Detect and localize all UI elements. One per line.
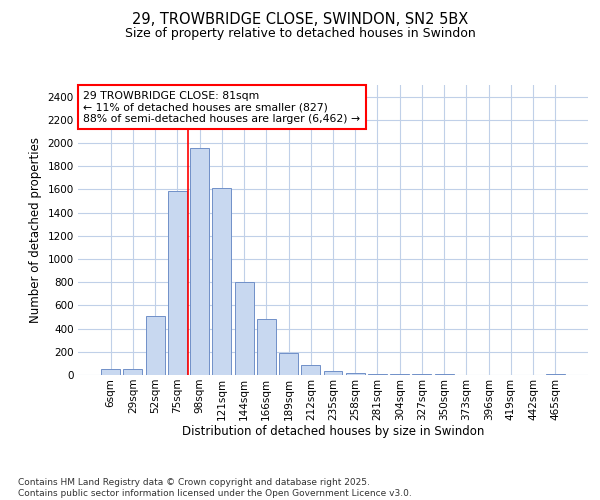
Bar xyxy=(212,188,231,375)
Bar xyxy=(323,371,343,375)
Y-axis label: Number of detached properties: Number of detached properties xyxy=(29,137,42,323)
Text: 29 TROWBRIDGE CLOSE: 81sqm
← 11% of detached houses are smaller (827)
88% of sem: 29 TROWBRIDGE CLOSE: 81sqm ← 11% of deta… xyxy=(83,91,360,124)
Text: 29, TROWBRIDGE CLOSE, SWINDON, SN2 5BX: 29, TROWBRIDGE CLOSE, SWINDON, SN2 5BX xyxy=(132,12,468,28)
Bar xyxy=(435,374,454,375)
Bar xyxy=(146,316,164,375)
Bar xyxy=(124,369,142,375)
Bar xyxy=(301,364,320,375)
Text: Contains HM Land Registry data © Crown copyright and database right 2025.
Contai: Contains HM Land Registry data © Crown c… xyxy=(18,478,412,498)
Bar xyxy=(368,374,387,375)
Bar xyxy=(101,369,120,375)
Bar xyxy=(546,374,565,375)
Bar xyxy=(168,190,187,375)
Text: Size of property relative to detached houses in Swindon: Size of property relative to detached ho… xyxy=(125,28,475,40)
Bar xyxy=(257,320,276,375)
X-axis label: Distribution of detached houses by size in Swindon: Distribution of detached houses by size … xyxy=(182,426,484,438)
Bar xyxy=(390,374,409,375)
Bar xyxy=(190,148,209,375)
Bar xyxy=(235,282,254,375)
Bar xyxy=(279,353,298,375)
Bar xyxy=(412,374,431,375)
Bar xyxy=(346,372,365,375)
